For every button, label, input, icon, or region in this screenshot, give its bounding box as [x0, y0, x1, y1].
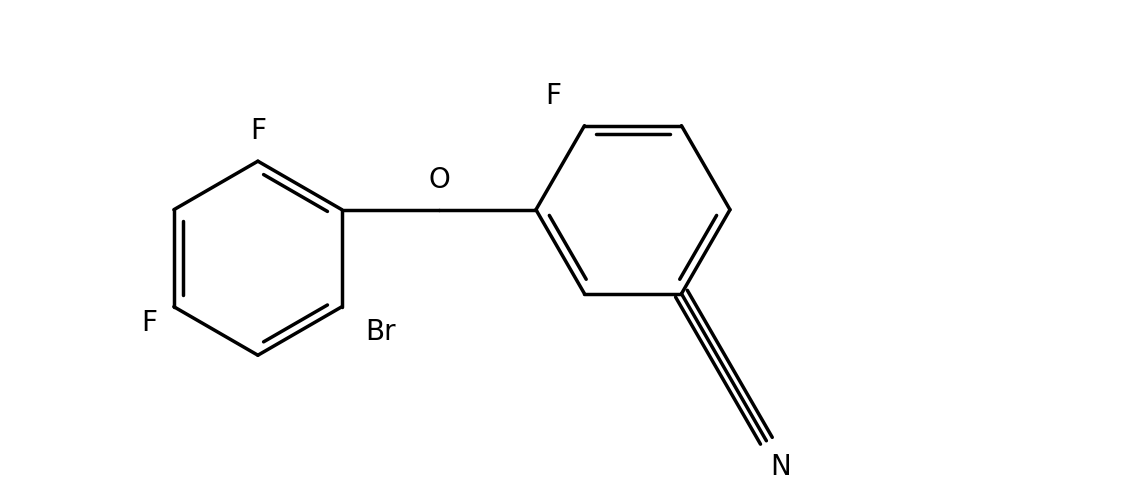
Text: N: N — [771, 452, 791, 480]
Text: F: F — [250, 117, 266, 145]
Text: Br: Br — [365, 317, 396, 346]
Text: F: F — [545, 81, 561, 109]
Text: F: F — [141, 308, 157, 337]
Text: O: O — [428, 165, 450, 193]
